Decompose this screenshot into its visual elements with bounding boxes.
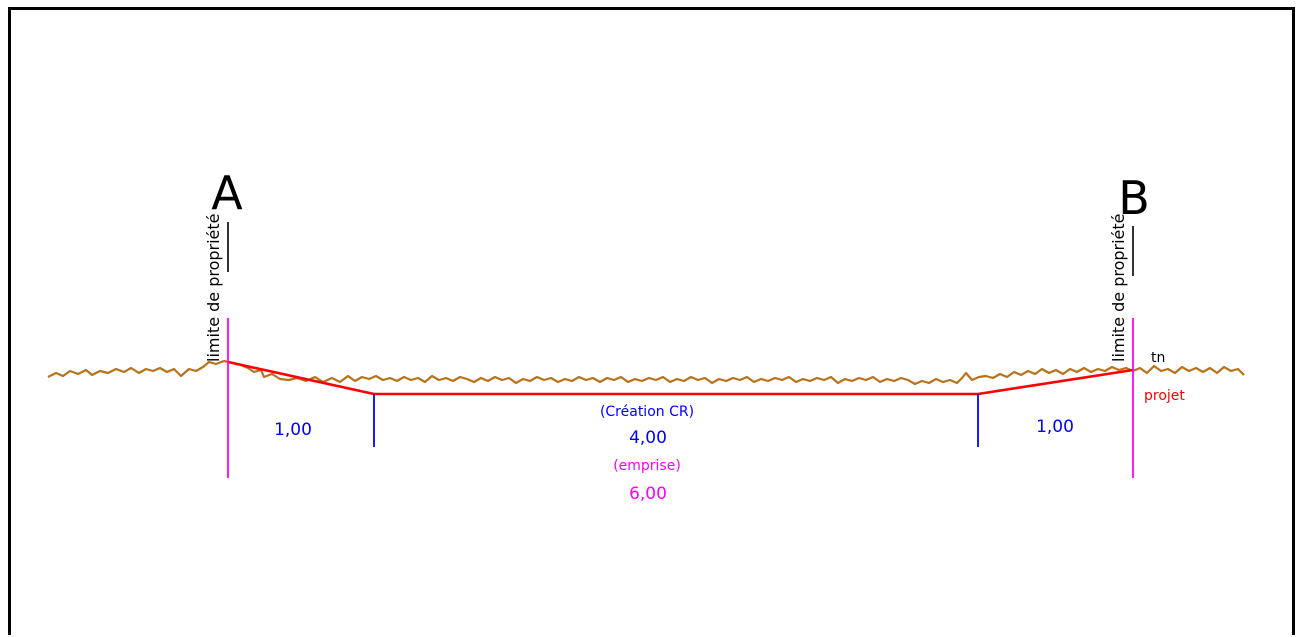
project-label: projet <box>1144 388 1185 404</box>
point-a-label: A <box>211 166 243 220</box>
drawing-frame <box>8 7 1295 635</box>
project-line <box>227 360 1134 396</box>
point-b-label: B <box>1118 171 1150 225</box>
footprint-caption: (emprise) <box>613 458 681 474</box>
property-limit-label-b: limite de propriété <box>1109 213 1128 362</box>
footprint-width: 6,00 <box>629 484 667 504</box>
left-shoulder-width: 1,00 <box>274 420 312 440</box>
terrain-label: tn <box>1151 350 1165 366</box>
road-caption: (Création CR) <box>600 404 694 420</box>
road-width: 4,00 <box>629 428 667 448</box>
right-shoulder-width: 1,00 <box>1036 417 1074 437</box>
terrain-line <box>47 359 1245 386</box>
property-limit-label-a: limite de propriété <box>204 213 223 362</box>
